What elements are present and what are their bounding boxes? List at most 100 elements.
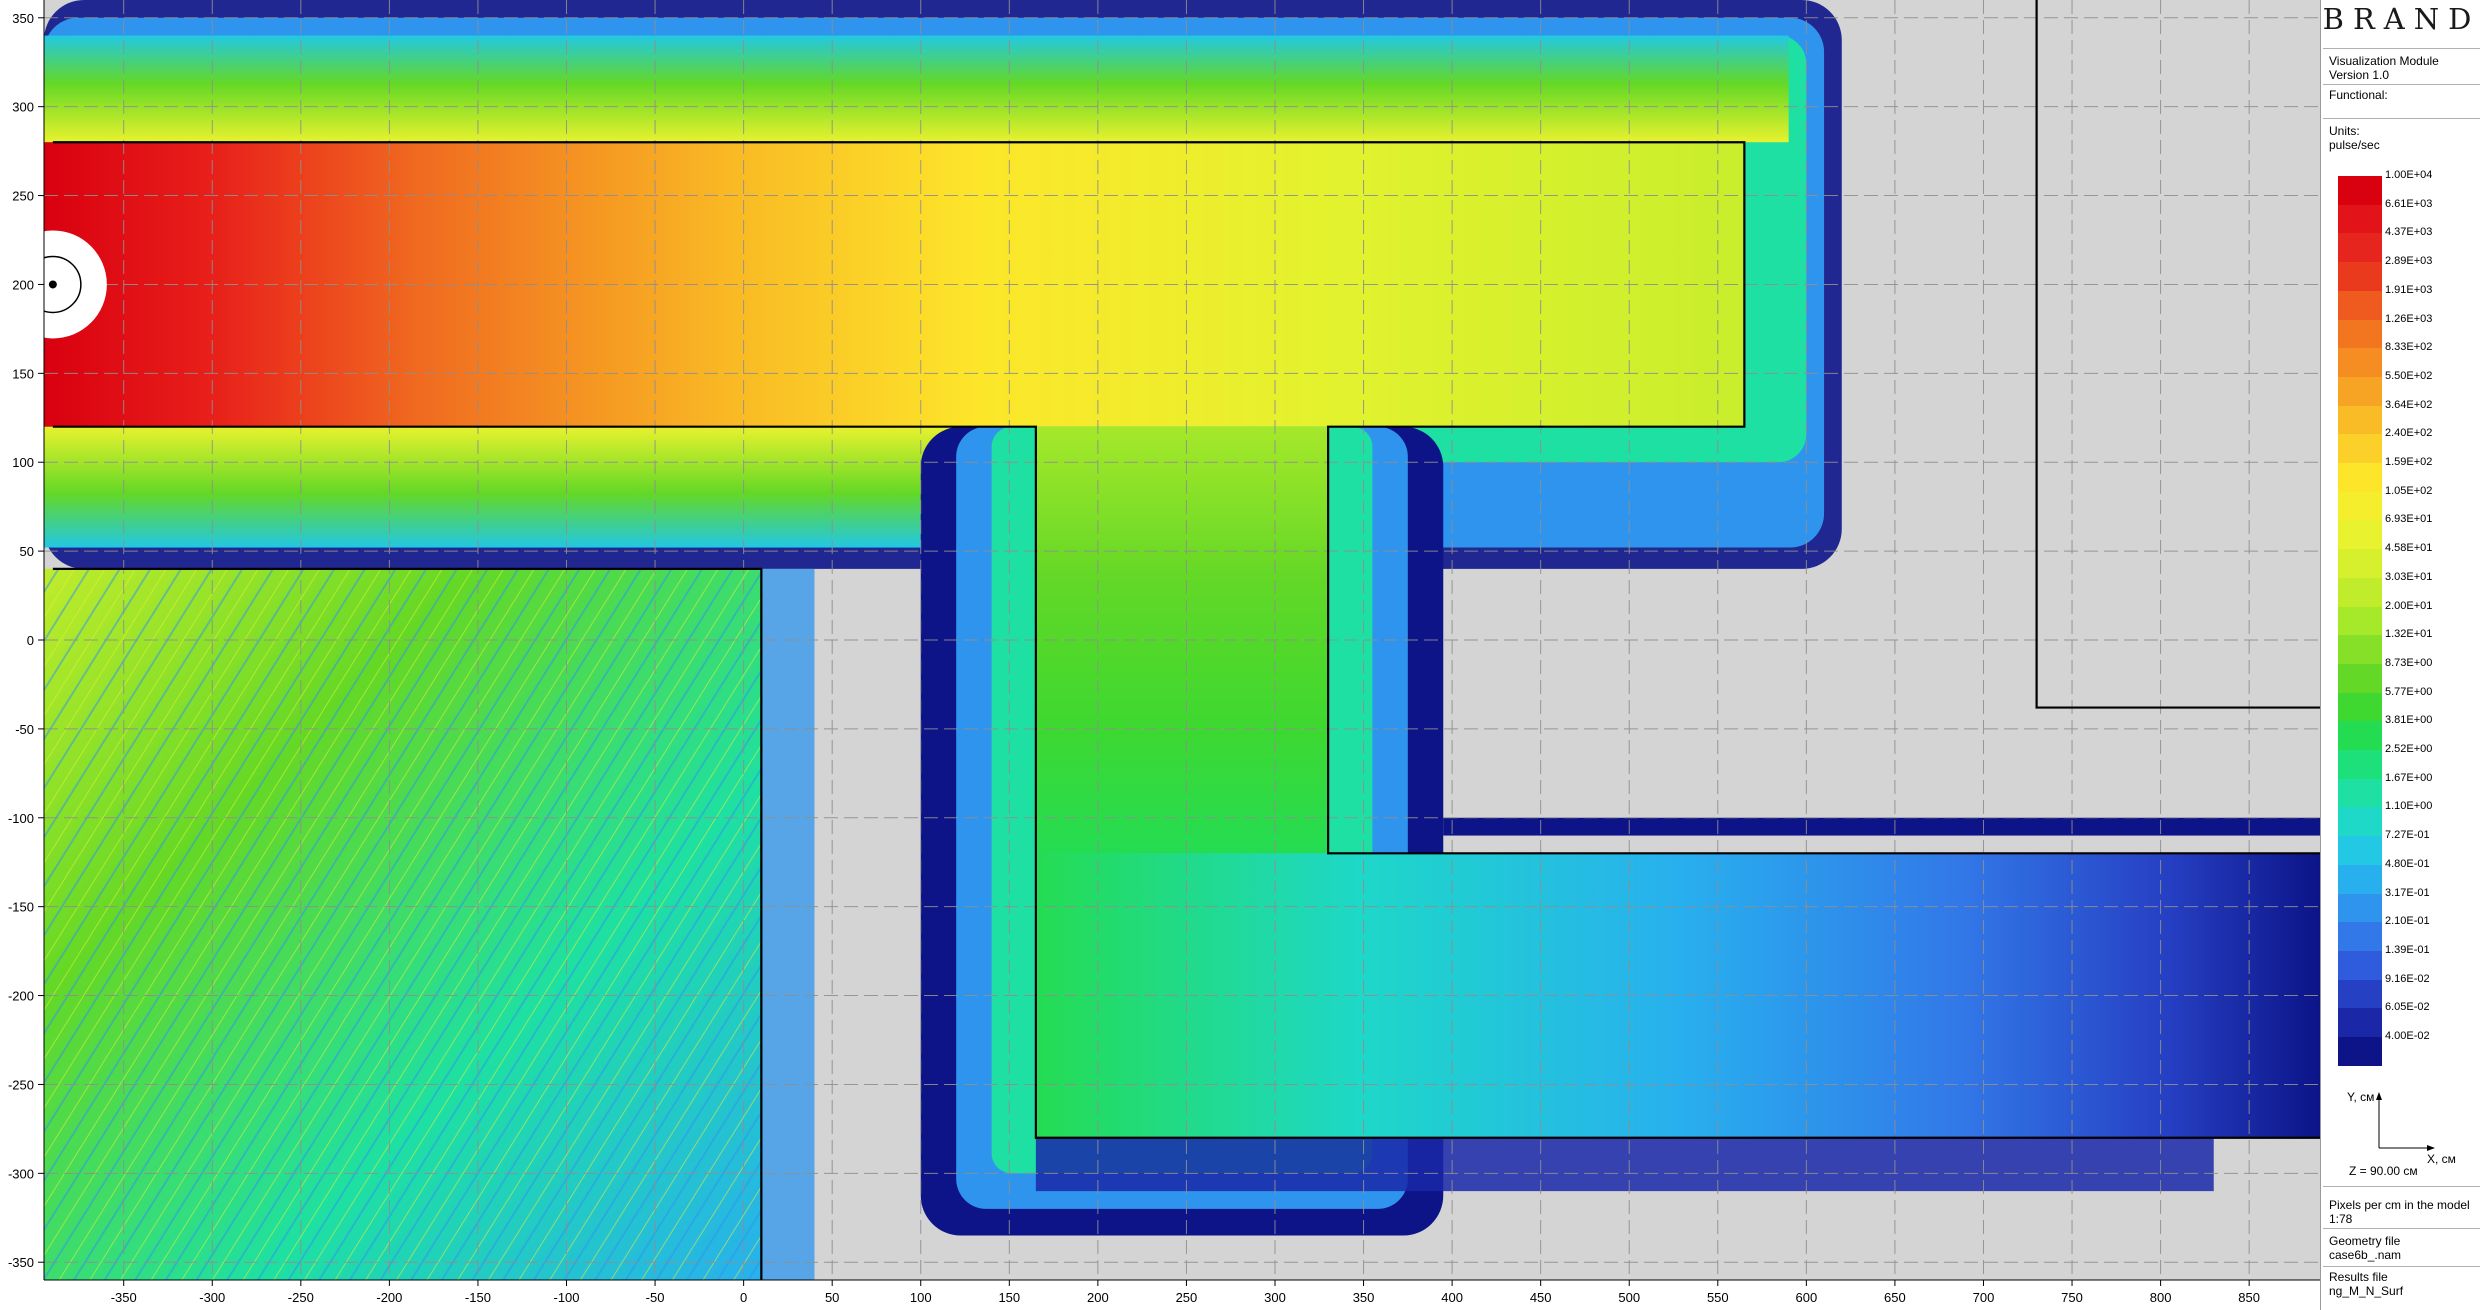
wall-line (52, 141, 2320, 855)
legend-swatch (2338, 864, 2382, 894)
legend-level-label: 3.03E+01 (2385, 570, 2433, 583)
module-name: Visualization Module (2329, 54, 2439, 68)
axis-x-label: X, см (2427, 1152, 2456, 1166)
x-tick-label: 100 (910, 1290, 932, 1305)
x-tick-label: 800 (2150, 1290, 2172, 1305)
brand-logo: BRAND (2322, 2, 2481, 36)
legend-level-label: 4.58E+01 (2385, 542, 2433, 555)
legend-level-label: 3.17E-01 (2385, 886, 2430, 899)
units-value: pulse/sec (2329, 138, 2380, 152)
y-tick-label: -50 (15, 722, 34, 737)
y-tick-label: 300 (12, 100, 34, 115)
y-tick-label: 100 (12, 455, 34, 470)
field-band-below-duct (44, 426, 1036, 548)
wall-line (52, 425, 2320, 1139)
legend-level-label: 2.52E+00 (2385, 743, 2433, 755)
legend-level-label: 1.59E+02 (2385, 456, 2433, 468)
legend-swatch (2338, 950, 2382, 981)
y-tick-label: 50 (20, 544, 34, 559)
x-tick-label: 850 (2238, 1290, 2260, 1305)
x-tick-label: 150 (998, 1290, 1020, 1305)
legend-level-label: 1.39E-01 (2385, 943, 2430, 956)
x-tick-label: -150 (465, 1290, 491, 1305)
geometry-file: case6b_.nam (2329, 1248, 2402, 1262)
panel-divider (2323, 1186, 2480, 1187)
y-tick-label: 0 (27, 633, 34, 648)
x-tick-label: 750 (2061, 1290, 2083, 1305)
y-tick-label: 250 (12, 189, 34, 204)
legend-level-label: 3.64E+02 (2385, 398, 2433, 411)
legend-swatch (2338, 434, 2382, 464)
source-point (48, 280, 57, 289)
wall-line (52, 567, 763, 1280)
legend-level-label: 6.93E+01 (2385, 513, 2433, 526)
panel-divider (2323, 84, 2480, 85)
y-tick-label: 200 (12, 277, 34, 292)
legend-level-label: 1.32E+01 (2385, 628, 2433, 641)
pixels-value: 1:78 (2329, 1212, 2353, 1226)
geometry-label: Geometry file (2329, 1234, 2401, 1248)
x-tick-label: 350 (1353, 1290, 1375, 1305)
legend-swatch (2338, 778, 2382, 808)
functional-label: Functional: (2329, 88, 2388, 102)
legend-level-label: 2.89E+03 (2385, 255, 2433, 268)
x-tick-label: 500 (1618, 1290, 1640, 1305)
x-tick-label: 250 (1176, 1290, 1198, 1305)
y-axis-band (0, 0, 44, 1280)
panel-divider (2323, 1266, 2480, 1267)
axes-orientation-icon (2376, 1092, 2435, 1151)
legend-swatch (2338, 520, 2382, 550)
legend-swatch (2338, 376, 2382, 407)
field-room-streaks (44, 568, 762, 1280)
legend-level-label: 1.91E+03 (2385, 283, 2433, 296)
legend-level-label: 1.67E+00 (2385, 771, 2433, 784)
legend-swatch (2338, 807, 2382, 837)
y-tick-label: -150 (8, 900, 34, 915)
legend-level-label: 9.16E-02 (2385, 972, 2430, 985)
panel-divider (2323, 1228, 2480, 1229)
legend-swatch (2338, 491, 2382, 521)
legend-level-label: 1.05E+02 (2385, 484, 2433, 497)
field-halo-lower-top (1443, 817, 2320, 836)
y-tick-label: -300 (8, 1166, 34, 1181)
legend-level-label: 6.05E-02 (2385, 1001, 2430, 1014)
legend-swatch (2338, 692, 2382, 722)
plane-coordinate: Z = 90.00 см (2349, 1164, 2418, 1178)
y-tick-label: -250 (8, 1077, 34, 1092)
x-tick-label: 700 (1973, 1290, 1995, 1305)
field-band-above-duct (44, 35, 1789, 143)
legend-level-label: 1.00E+04 (2385, 169, 2433, 181)
x-tick-label: 400 (1441, 1290, 1463, 1305)
dose-rate-map: -350 -300 -250 -200 -150 -100 -50 0 50 100 150 200 2… (0, 0, 2320, 1310)
legend-level-label: 8.73E+00 (2385, 656, 2433, 669)
y-tick-label: -100 (8, 811, 34, 826)
y-tick-label: 150 (12, 366, 34, 381)
legend-level-label: 2.40E+02 (2385, 427, 2433, 440)
x-tick-label: 300 (1264, 1290, 1286, 1305)
x-tick-label: -50 (646, 1290, 665, 1305)
pixels-label: Pixels per cm in the model (2329, 1198, 2470, 1212)
wall-line (2035, 0, 2320, 709)
legend-level-label: 4.80E-01 (2385, 857, 2430, 870)
module-version: Version 1.0 (2329, 68, 2390, 82)
y-tick-label: -200 (8, 989, 34, 1004)
legend-level-label: 6.61E+03 (2385, 197, 2433, 210)
axis-y-label: Y, см (2347, 1090, 2375, 1104)
results-label: Results file (2329, 1270, 2388, 1284)
units-label: Units: (2329, 124, 2360, 138)
panel-divider (2323, 118, 2480, 119)
x-tick-label: -200 (376, 1290, 402, 1305)
legend-swatch (2338, 233, 2382, 263)
legend-level-label: 4.00E-02 (2385, 1030, 2430, 1042)
x-tick-label: -350 (111, 1290, 137, 1305)
legend-swatch (2338, 319, 2382, 349)
legend-swatch (2338, 836, 2382, 866)
legend-swatch (2338, 922, 2382, 952)
legend-swatch (2338, 176, 2382, 206)
results-file: ng_M_N_Surf (2329, 1284, 2404, 1298)
legend-level-label: 5.50E+02 (2385, 369, 2433, 382)
x-tick-label: -250 (288, 1290, 314, 1305)
field-room-edge (761, 568, 815, 1280)
x-tick-label: 650 (1884, 1290, 1906, 1305)
panel-divider (2323, 48, 2480, 49)
